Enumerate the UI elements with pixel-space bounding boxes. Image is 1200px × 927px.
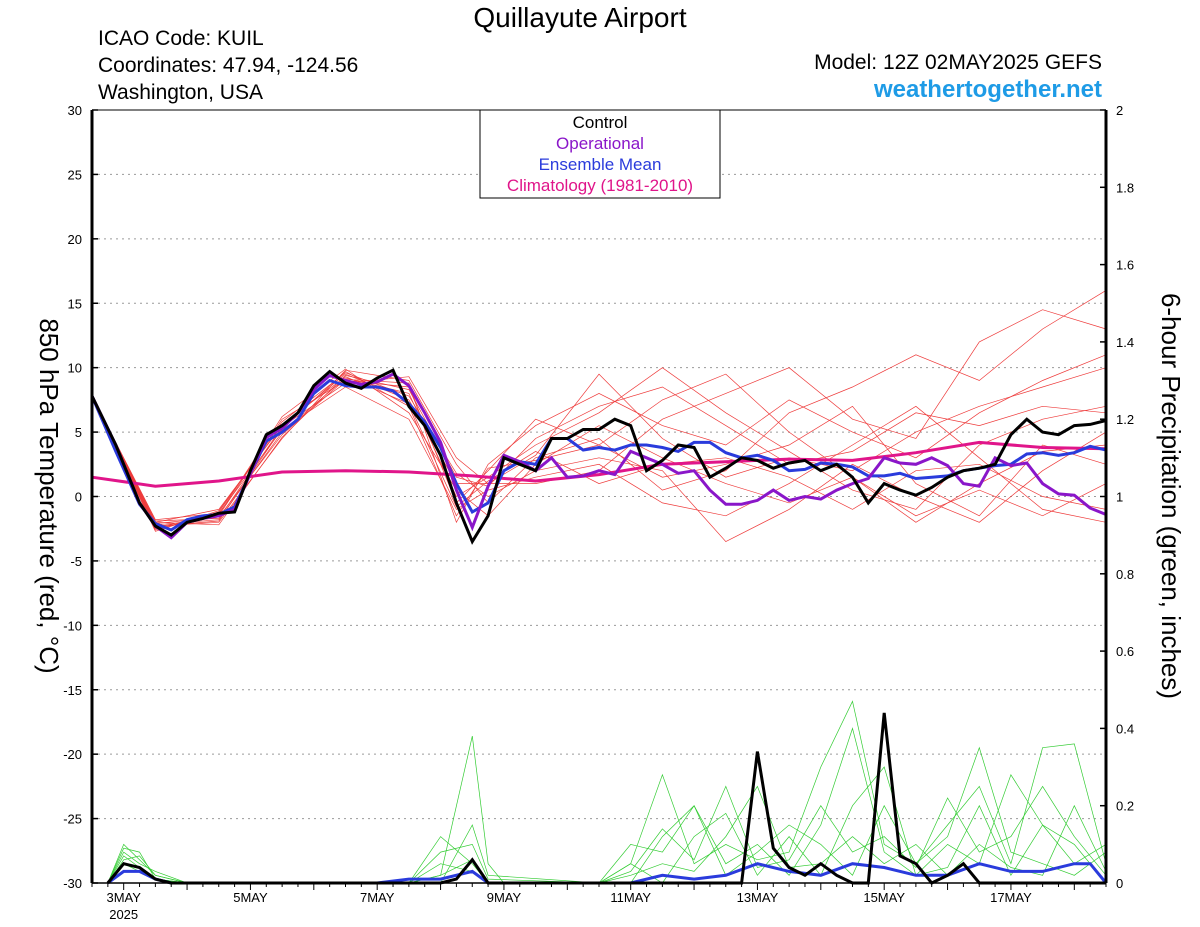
precip-control-line [106,712,1106,885]
temp-member-line [91,290,1107,527]
y-right-tick-label: 1.2 [1116,412,1134,427]
y-right-tick-label: 1.4 [1116,335,1134,350]
temp-member-line [91,375,1107,526]
y-left-tick-label: 20 [68,232,82,247]
x-tick-label: 11MAY [610,890,651,905]
x-tick-label: 7MAY [360,890,395,905]
temp-member-line [91,386,1107,523]
site-link[interactable]: weathertogether.net [873,76,1102,103]
temp-ensemble-mean-line [90,378,1107,532]
y-left-tick-label: 0 [75,490,82,505]
y-left-tick-label: -15 [63,683,82,698]
x-tick-label: 13MAY [737,890,779,905]
y-right-tick-label: 0.2 [1116,799,1134,814]
legend-entry: Climatology (1981-2010) [507,176,693,195]
precip-member-line [107,746,1107,884]
x-tick-label: 15MAY [863,890,905,905]
y-left-tick-label: -25 [63,812,82,827]
y-left-tick-label: 10 [68,361,82,376]
y-right-tick-label: 0.6 [1116,644,1134,659]
legend: Control Operational Ensemble Mean Climatolo… [479,109,721,199]
y-left-tick-label: -5 [70,554,82,569]
model-run: Model: 12Z 02MAY2025 GEFS [814,51,1102,74]
y-right-tick-label: 0.4 [1116,721,1134,736]
temp-operational-line [90,372,1107,540]
precip-member-line [107,727,1107,884]
y-right-tick-label: 0 [1116,876,1123,891]
x-tick-label: 3MAY [106,890,141,905]
precip-member-line [107,766,1107,884]
chart-title: Quillayute Airport [473,2,687,33]
y-left-tick-label: -20 [63,747,82,762]
temp-control-line [90,368,1107,545]
legend-entry: Ensemble Mean [539,155,662,174]
temp-member-line [91,376,1107,532]
x-tick-sublabel: 2025 [109,907,138,922]
y-left-tick-label: -10 [63,618,82,633]
precip-member-line [107,700,1107,884]
temp-members [91,290,1107,543]
temp-member-line [91,372,1107,543]
y-left-tick-label: -30 [63,876,82,891]
coordinates: Coordinates: 47.94, -124.56 [98,54,359,77]
legend-entry: Operational [556,134,644,153]
grid-lines [92,173,1106,820]
y-right-tick-label: 1.6 [1116,258,1134,273]
y-right-tick-label: 1 [1116,490,1123,505]
legend-entry: Control [573,113,628,132]
y-right-tick-label: 2 [1116,103,1123,118]
x-tick-label: 9MAY [487,890,522,905]
icao-code: ICAO Code: KUIL [98,27,264,50]
x-tick-label: 5MAY [233,890,268,905]
x-tick-label: 17MAY [990,890,1032,905]
y-right-tick-label: 0.8 [1116,567,1134,582]
temp-member-line [91,367,1107,526]
climatology-line [91,440,1107,488]
region: Washington, USA [98,81,263,104]
main-series [90,368,1108,885]
legend-box [479,109,721,199]
y-axis-right-label: 6-hour Precipitation (green, inches) [1156,293,1186,699]
axes: -30-25-20-15-10-505101520253000.20.40.60… [63,103,1134,922]
y-left-tick-label: 30 [68,103,82,118]
y-left-tick-label: 15 [68,296,82,311]
y-right-tick-label: 1.8 [1116,180,1134,195]
y-left-tick-label: 25 [68,167,82,182]
precip-members [107,700,1107,884]
y-left-tick-label: 5 [75,425,82,440]
temp-member-line [91,373,1107,530]
y-axis-left-label: 850 hPa Temperature (red, °C) [34,318,64,673]
